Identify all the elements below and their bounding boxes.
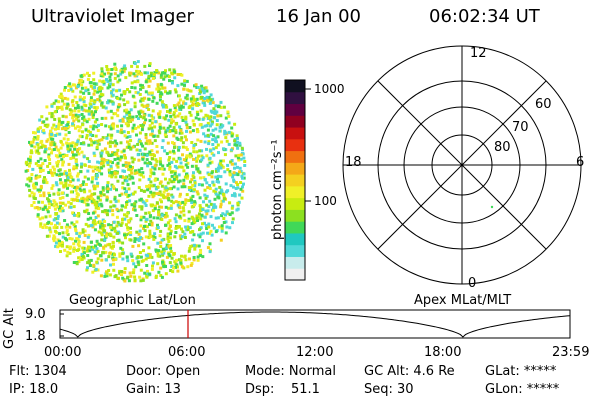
status-door: Door: Open xyxy=(126,364,201,379)
mlt-label-0: 0 xyxy=(468,276,477,291)
colorbar-segment xyxy=(285,115,305,128)
x-tick-0000: 00:00 xyxy=(44,345,82,360)
colorbar-segment xyxy=(285,162,305,175)
colorbar-segment xyxy=(285,138,305,152)
x-tick-0600: 06:00 xyxy=(168,345,206,360)
colorbar-segment xyxy=(285,185,305,199)
colorbar-unit: photon cm⁻²s⁻¹ xyxy=(270,139,285,240)
colorbar-segment xyxy=(285,80,305,93)
status-mode: Mode: Normal xyxy=(245,364,336,379)
status-glon: GLon: ***** xyxy=(485,382,560,397)
colorbar-segment xyxy=(285,150,305,163)
instrument-title: Ultraviolet Imager xyxy=(31,6,194,27)
mlt-label-18: 18 xyxy=(345,155,362,170)
altitude-curve xyxy=(59,311,571,338)
geographic-label: Geographic Lat/Lon xyxy=(69,293,196,308)
status-seq: Seq: 30 xyxy=(364,382,414,397)
date-label: 16 Jan 00 xyxy=(276,6,361,27)
colorbar xyxy=(285,80,305,281)
lat-label-70: 70 xyxy=(512,120,529,135)
mlt-label-6: 6 xyxy=(576,155,585,170)
lat-label-80: 80 xyxy=(494,140,511,155)
colorbar-segment xyxy=(285,232,305,246)
status-flt: Flt: 1304 xyxy=(9,364,67,379)
colorbar-segment xyxy=(285,268,305,281)
polar-point xyxy=(490,205,494,209)
apex-label: Apex MLat/MLT xyxy=(414,293,512,308)
timeline-ticks xyxy=(60,313,64,337)
y-tick-9: 9.0 xyxy=(25,307,46,322)
polar-diagonal-2 xyxy=(377,80,547,250)
colorbar-segment xyxy=(285,256,305,269)
colorbar-label-1000: 1000 xyxy=(314,82,345,96)
status-gc-alt: GC Alt: 4.6 Re xyxy=(364,364,455,379)
lat-label-60: 60 xyxy=(535,97,552,112)
colorbar-segment xyxy=(285,197,305,210)
status-glat: GLat: ***** xyxy=(485,364,557,379)
colorbar-segment xyxy=(285,244,305,257)
colorbar-segment xyxy=(285,127,305,140)
x-tick-1800: 18:00 xyxy=(424,345,462,360)
colorbar-segment xyxy=(285,103,305,116)
status-dsp: Dsp: 51.1 xyxy=(245,382,320,397)
timeline-frame xyxy=(59,309,571,339)
aurora-image xyxy=(24,60,247,283)
colorbar-segment xyxy=(285,174,305,187)
x-tick-2359: 23:59 xyxy=(552,345,590,360)
polar-grid xyxy=(342,45,582,285)
mlt-label-12: 12 xyxy=(470,46,487,61)
colorbar-segment xyxy=(285,221,305,234)
status-ip: IP: 18.0 xyxy=(9,382,59,397)
colorbar-segment xyxy=(285,209,305,222)
status-gain: Gain: 13 xyxy=(126,382,181,397)
colorbar-segment xyxy=(285,91,305,105)
y-tick-1-8: 1.8 xyxy=(25,329,46,344)
time-label: 06:02:34 UT xyxy=(429,6,540,27)
gc-alt-axis-title: GC Alt xyxy=(2,308,17,349)
colorbar-frame xyxy=(284,79,306,281)
colorbar-label-100: 100 xyxy=(314,194,337,208)
x-tick-1200: 12:00 xyxy=(296,345,334,360)
